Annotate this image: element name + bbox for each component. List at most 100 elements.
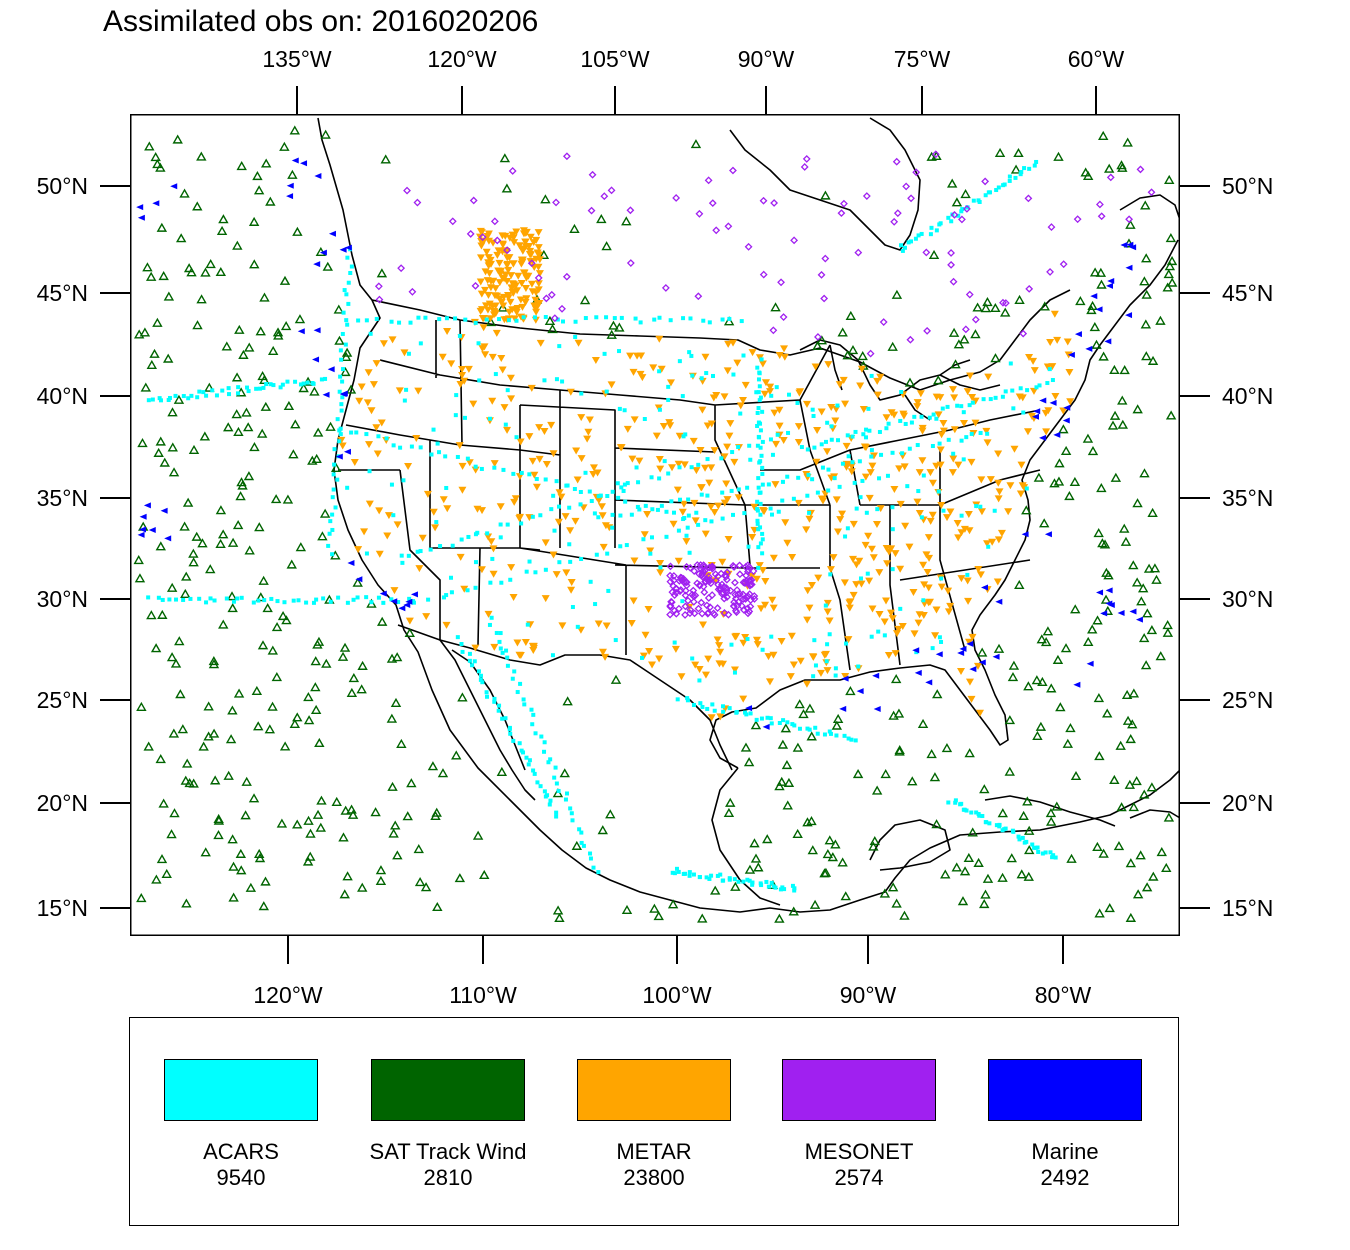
sat-track-wind-marker <box>931 819 942 829</box>
metar-marker <box>888 615 897 623</box>
mesonet-marker <box>744 609 752 618</box>
acars-marker <box>780 498 785 503</box>
marine-marker <box>137 214 145 221</box>
metar-marker <box>868 462 877 470</box>
acars-marker <box>710 702 715 707</box>
acars-marker <box>652 317 657 322</box>
metar-marker <box>657 365 666 373</box>
metar-marker <box>375 550 384 558</box>
acars-marker <box>210 388 215 393</box>
acars-marker <box>759 357 764 362</box>
metar-marker <box>715 642 724 650</box>
metar-marker <box>977 508 986 516</box>
acars-marker <box>853 738 858 743</box>
mesonet-marker <box>686 563 695 572</box>
metar-marker <box>841 400 850 408</box>
metar-marker <box>535 270 544 278</box>
acars-marker <box>435 441 440 446</box>
metar-marker <box>891 550 900 558</box>
sat-track-wind-marker <box>292 226 303 236</box>
acars-marker <box>518 681 523 686</box>
marine-marker <box>969 666 977 673</box>
acars-marker <box>769 721 774 726</box>
acars-marker <box>769 393 774 398</box>
metar-marker <box>678 508 687 516</box>
sat-track-wind-marker <box>1136 596 1147 606</box>
acars-marker <box>1003 826 1008 831</box>
acars-marker <box>907 446 912 451</box>
sat-track-wind-marker <box>236 477 247 487</box>
sat-track-wind-marker <box>1137 583 1149 593</box>
mesonet-marker <box>961 325 970 334</box>
acars-marker <box>167 395 172 400</box>
sat-track-wind-marker <box>223 770 234 780</box>
metar-marker <box>882 597 891 605</box>
acars-marker <box>699 376 704 381</box>
sat-track-wind-marker <box>290 419 301 429</box>
metar-marker <box>841 672 850 680</box>
sat-track-wind-marker <box>1051 801 1063 811</box>
acars-marker <box>736 487 741 492</box>
coastline-hudson-bay <box>729 117 921 251</box>
sat-track-wind-marker <box>1082 170 1094 181</box>
mesonet-marker <box>722 588 731 597</box>
sat-track-wind-marker <box>1007 672 1019 682</box>
acars-marker <box>712 708 717 713</box>
acars-marker <box>928 232 933 237</box>
sat-track-wind-marker <box>1037 676 1048 687</box>
legend-item-acars: ACARS 9540 <box>146 1059 336 1191</box>
acars-marker <box>459 537 464 542</box>
acars-marker <box>186 396 191 401</box>
metar-marker <box>535 455 544 463</box>
sat-track-wind-marker <box>887 341 898 351</box>
metar-marker <box>771 440 780 448</box>
acars-marker <box>204 393 209 398</box>
acars-marker <box>239 595 244 600</box>
acars-marker <box>666 471 671 476</box>
metar-marker <box>982 427 991 435</box>
acars-marker <box>864 435 869 440</box>
acars-marker <box>355 595 360 600</box>
acars-marker <box>689 353 694 358</box>
acars-marker <box>860 478 865 483</box>
acars-marker <box>781 718 786 723</box>
acars-marker <box>354 430 359 435</box>
legend-swatch-metar <box>577 1059 731 1121</box>
acars-marker <box>453 413 458 418</box>
acars-marker <box>900 451 905 456</box>
metar-marker <box>963 388 972 396</box>
acars-marker <box>305 380 310 385</box>
acars-marker <box>919 231 924 236</box>
metar-marker <box>739 639 748 647</box>
acars-marker <box>634 465 639 470</box>
metar-marker <box>873 391 882 399</box>
acars-marker <box>462 415 467 420</box>
acars-marker <box>829 437 834 442</box>
acars-marker <box>796 475 801 480</box>
sat-track-wind-marker <box>191 531 202 541</box>
sat-track-wind-marker <box>243 471 255 481</box>
metar-marker <box>499 293 508 301</box>
acars-marker <box>755 518 760 523</box>
mesonet-marker <box>770 199 779 207</box>
sat-track-wind-marker <box>1013 147 1024 158</box>
acars-marker <box>465 588 470 593</box>
acars-marker <box>905 484 910 489</box>
acars-marker <box>687 350 692 355</box>
sat-track-wind-marker <box>1087 624 1098 634</box>
metar-marker <box>847 468 856 476</box>
mesonet-marker <box>720 594 729 603</box>
marine-marker <box>136 204 144 211</box>
metar-marker <box>497 354 506 362</box>
acars-marker <box>834 733 839 738</box>
sat-track-wind-marker <box>205 259 216 269</box>
sat-track-wind-marker <box>547 323 558 334</box>
metar-marker <box>598 512 607 520</box>
metar-marker <box>395 387 404 395</box>
metar-marker <box>789 661 798 669</box>
metar-marker <box>513 639 522 647</box>
acars-marker <box>591 865 596 870</box>
metar-marker <box>554 518 563 526</box>
metar-marker <box>788 553 797 561</box>
sat-track-wind-marker <box>667 899 679 909</box>
